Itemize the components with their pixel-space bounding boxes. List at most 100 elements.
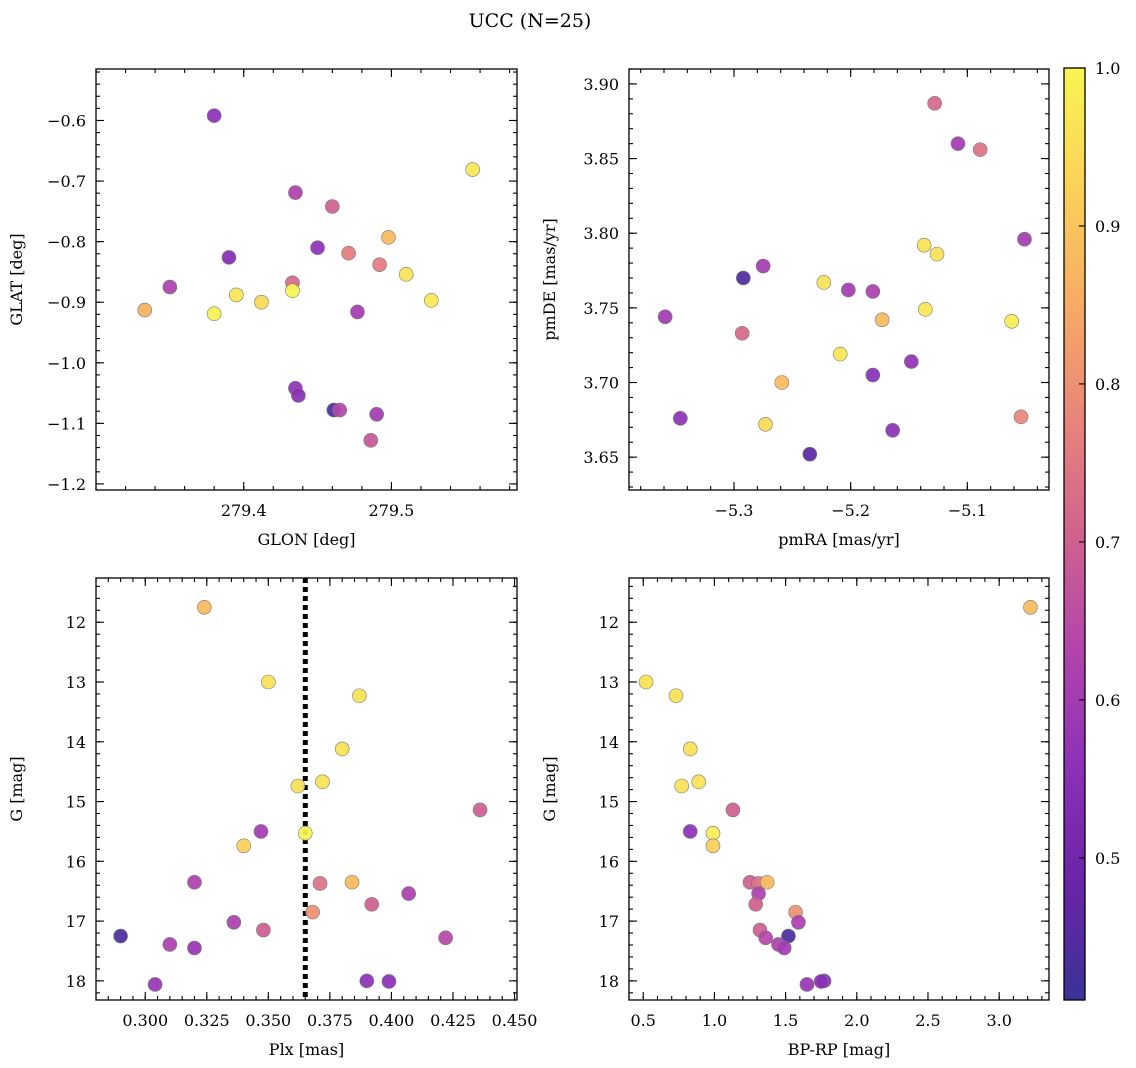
data-point [673, 411, 688, 426]
data-point [725, 802, 741, 818]
data-point [137, 302, 153, 318]
y-tick-label: 18 [599, 972, 619, 991]
data-point [236, 838, 252, 854]
axes-frame [628, 68, 1050, 491]
x-tick-label: 279.4 [221, 501, 267, 520]
data-point [364, 897, 380, 912]
y-tick-label: 12 [599, 613, 619, 632]
colorbar-tick-label: 1.0 [1095, 59, 1120, 78]
x-tick-label: 279.5 [369, 501, 415, 520]
x-axis-label: pmRA [mas/yr] [778, 530, 900, 549]
data-point [802, 446, 818, 462]
axes-frame [95, 68, 518, 491]
colorbar: 0.5 0.6 0.7 0.8 0.9 1.0 [1063, 59, 1120, 1001]
y-tick-label: −1.1 [47, 414, 86, 433]
data-point [162, 937, 178, 952]
y-tick-label: 16 [66, 852, 86, 871]
data-point [776, 940, 792, 956]
y-axis-label: pmDE [mas/yr] [540, 218, 559, 341]
data-point [929, 246, 945, 262]
data-point [372, 257, 387, 272]
axes-frame [628, 577, 1050, 1001]
x-tick-label: 0.5 [631, 1011, 656, 1030]
x-tick-label: −5.3 [715, 501, 754, 520]
x-tick-label: 2.0 [844, 1011, 869, 1030]
data-point [187, 940, 202, 956]
data-point [799, 977, 815, 992]
y-tick-label: 3.80 [583, 224, 619, 243]
y-tick-label: 3.85 [583, 150, 619, 169]
y-axis-label: G [mag] [7, 756, 26, 821]
data-point [774, 375, 790, 390]
data-point [950, 136, 966, 151]
x-tick-label: 0.300 [122, 1011, 168, 1030]
data-point [682, 824, 698, 839]
y-tick-label: 3.65 [583, 448, 619, 467]
data-point [865, 367, 881, 383]
data-point [472, 802, 488, 818]
data-point [344, 874, 360, 890]
colorbar-tick-label: 0.8 [1095, 375, 1120, 394]
y-tick-label: 12 [66, 613, 86, 632]
y-tick-label: 3.90 [583, 75, 619, 94]
data-point [325, 199, 340, 214]
x-tick-label: 1.0 [702, 1011, 727, 1030]
data-point [315, 774, 330, 790]
data-point [113, 928, 128, 944]
panel-sky: 279.4 279.5 −1.2 −1.1 −1.0 −0.9 −0.8 −0.7 −0.6 GL… [7, 68, 518, 549]
data-point [1004, 314, 1019, 329]
data-point [310, 240, 325, 255]
data-point [253, 824, 269, 839]
x-tick-label: −5.1 [948, 501, 987, 520]
data-point [162, 279, 178, 295]
y-tick-label: 17 [599, 912, 619, 931]
data-point [381, 974, 397, 989]
data-point [813, 974, 829, 989]
colorbar-tick-label: 0.9 [1095, 217, 1120, 236]
data-point [261, 674, 276, 690]
data-point [288, 185, 303, 200]
data-point [638, 674, 654, 690]
y-axis-label: GLAT [deg] [7, 233, 26, 325]
figure-title: UCC (N=25) [469, 10, 592, 32]
panel-plx: 0.300 0.325 0.350 0.375 0.400 0.425 0.450 12 13 1… [7, 577, 537, 1059]
data-point [674, 778, 689, 794]
colorbar-frame [1063, 67, 1086, 1001]
y-axis-label: G [mag] [540, 756, 559, 821]
y-tick-label: −0.6 [47, 111, 86, 130]
data-point [759, 874, 775, 890]
x-tick-label: 0.325 [184, 1011, 230, 1030]
data-point [305, 904, 320, 920]
y-tick-label: 15 [66, 793, 86, 812]
data-point [254, 294, 269, 310]
y-tick-label: −1.2 [47, 475, 86, 494]
data-point [734, 325, 750, 341]
data-point [816, 275, 832, 290]
data-point [312, 876, 328, 891]
data-point [657, 309, 673, 325]
data-point [791, 914, 806, 930]
data-point [297, 825, 313, 841]
data-point [341, 245, 356, 261]
x-tick-label: 0.400 [369, 1011, 415, 1030]
data-point [885, 422, 900, 438]
y-tick-label: 15 [599, 793, 619, 812]
y-tick-label: −1.0 [47, 354, 86, 373]
data-point [832, 346, 848, 362]
data-point [381, 230, 396, 245]
y-tick-label: 17 [66, 912, 86, 931]
y-tick-label: 18 [66, 972, 86, 991]
data-point [972, 142, 988, 157]
data-point [226, 914, 242, 930]
data-point [705, 838, 721, 854]
y-tick-label: 13 [66, 673, 86, 692]
data-point [758, 930, 773, 946]
y-tick-label: 14 [599, 733, 619, 752]
data-point [350, 304, 365, 320]
y-tick-label: 3.70 [583, 374, 619, 393]
data-point [1017, 231, 1032, 247]
data-point [424, 293, 439, 308]
data-point [755, 258, 771, 274]
x-axis-label: GLON [deg] [257, 530, 355, 549]
